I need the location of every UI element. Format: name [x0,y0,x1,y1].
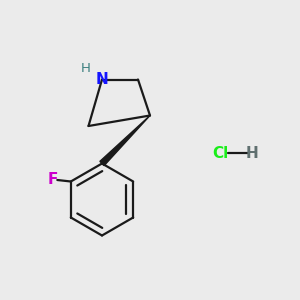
Text: H: H [246,146,258,160]
Polygon shape [100,116,150,166]
Text: F: F [48,172,58,188]
Text: N: N [96,72,108,87]
Text: Cl: Cl [212,146,229,160]
Text: H: H [81,62,90,76]
